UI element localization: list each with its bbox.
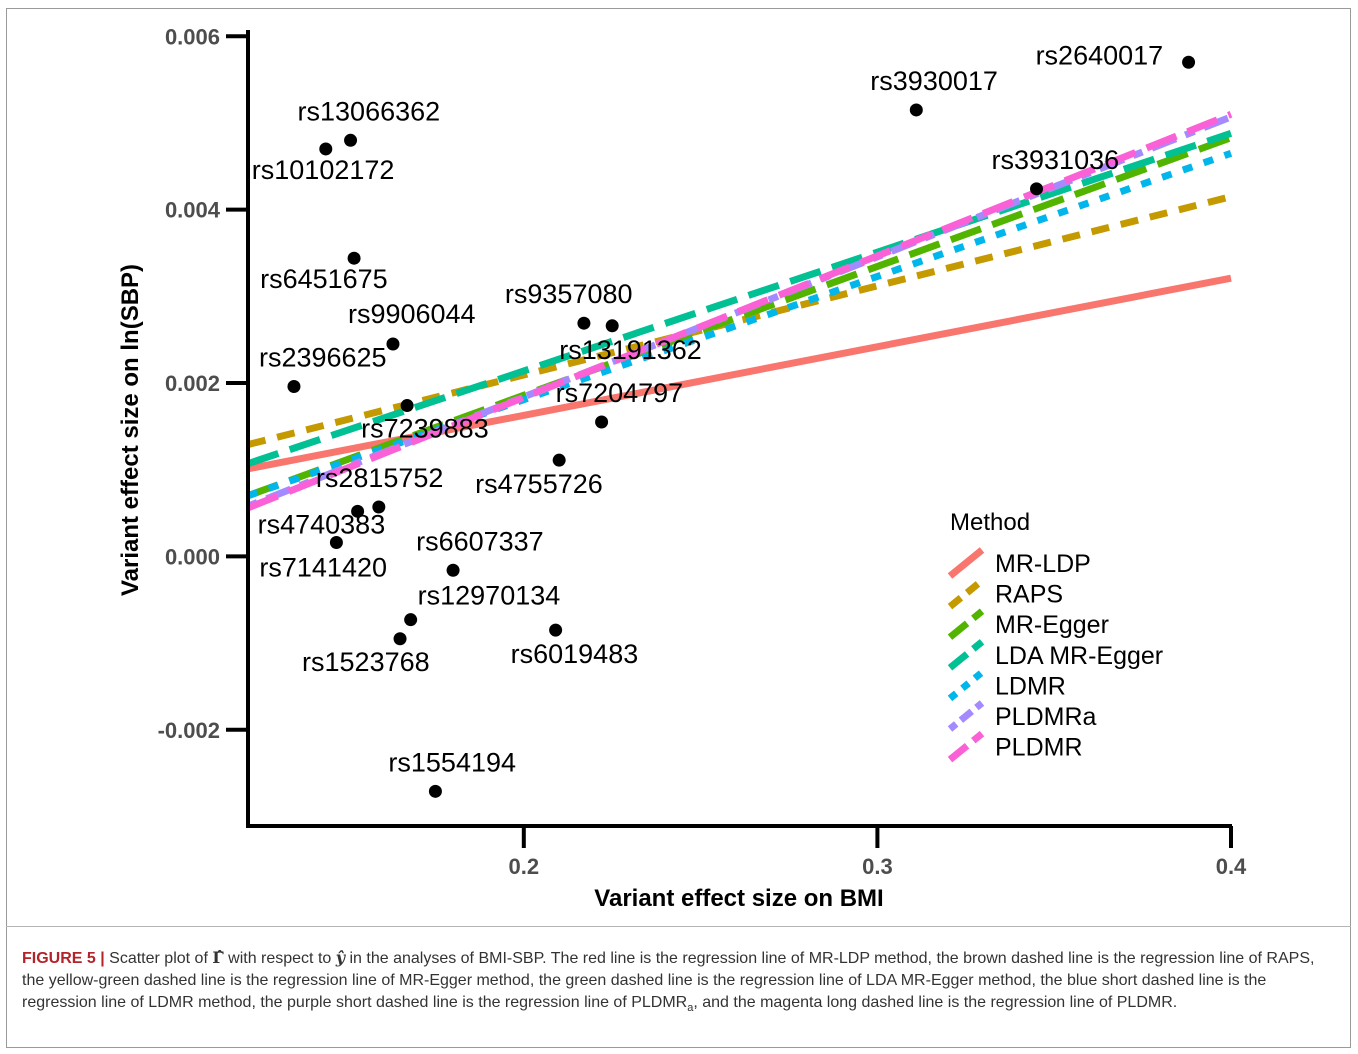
point-label-rs7204797: rs7204797 [556,378,684,408]
caption-text-1: Scatter plot of [104,950,213,967]
x-tick-label: 0.4 [1216,854,1247,879]
regression-line-pldmr [246,111,1233,512]
data-point-rs1523768 [393,632,407,646]
regression-line-raps [247,193,1232,448]
data-point-rs2815752 [372,500,386,514]
data-points: rs13066362 rs10102172 rs6451675 rs9906044 rs… [252,40,1196,798]
x-axis-title: Variant effect size on BMI [594,885,883,912]
point-label-rs7141420: rs7141420 [259,553,387,583]
data-point-rs7239883 [400,399,414,413]
data-point-rs6451675 [347,251,361,265]
legend-key-raps [947,577,985,610]
point-label-rs9357080: rs9357080 [505,279,633,309]
y-tick-label: 0.004 [165,198,221,223]
legend-label-mr-ldp: MR-LDP [995,550,1091,578]
point-label-rs10102172: rs10102172 [252,155,395,185]
caption-subscript: a [687,1002,694,1015]
data-point-rs1554194 [428,784,442,798]
data-point-rs13066362 [344,133,358,147]
legend-key-mr-ldp [947,547,985,579]
scatter-plot: rs13066362 rs10102172 rs6451675 rs9906044 rs… [117,24,1247,912]
y-hat-symbol: ŷ [335,948,346,967]
axes [246,30,1232,828]
legend-key-lda-mr-egger [947,639,985,671]
legend-label-mr-egger: MR-Egger [995,611,1109,639]
legend-title: Method [950,509,1030,536]
data-point-rs6019483 [549,623,563,637]
point-label-rs2815752: rs2815752 [316,463,444,493]
legend-key-ldmr [947,669,985,702]
data-point-rs3931036 [1030,182,1044,196]
legend-key-pldmra [947,700,985,732]
legend-label-pldmr: PLDMR [995,734,1083,762]
caption-text-3: in the analyses of BMI-SBP. The red line… [22,950,1315,1011]
y-axis-title: Variant effect size on ln(SBP) [117,264,144,596]
legend-label-ldmr: LDMR [995,672,1066,700]
point-label-rs3930017: rs3930017 [870,66,998,96]
y-tick-label: 0.002 [165,371,220,396]
y-tick-label: 0.000 [165,544,220,569]
point-label-rs4740383: rs4740383 [258,509,386,539]
point-label-rs2396625: rs2396625 [259,342,387,372]
legend-label-raps: RAPS [995,581,1063,609]
data-point-rs3930017 [909,103,923,117]
point-label-rs12970134: rs12970134 [418,581,561,611]
point-label-rs13191362: rs13191362 [559,335,702,365]
y-tick-label: -0.002 [158,718,220,743]
legend-label-lda-mr-egger: LDA MR-Egger [995,642,1163,670]
data-point-rs2396625 [287,379,301,393]
data-point-rs10102172 [319,142,333,156]
gamma-hat-symbol: Γ̂ [212,948,224,967]
point-label-rs13066362: rs13066362 [298,96,441,126]
point-label-rs9906044: rs9906044 [348,299,476,329]
data-point-rs12970134 [404,613,418,627]
x-ticks: 0.2 0.3 0.4 [509,826,1247,879]
point-label-rs1554194: rs1554194 [388,747,516,777]
data-point-rs4740383 [351,504,365,518]
point-label-rs6607337: rs6607337 [416,526,544,556]
figure-caption: FIGURE 5 | Scatter plot of Γ̂ with respe… [22,947,1332,1019]
regression-lines [246,111,1233,512]
data-point-rs7204797 [595,415,609,429]
caption-text-4: , and the magenta long dashed line is th… [693,994,1178,1011]
regression-line-lda-mr-egger [246,130,1233,467]
legend-key-mr-egger [947,608,985,640]
data-point-rs7141420 [329,536,343,550]
point-label-rs3931036: rs3931036 [992,145,1120,175]
caption-separator [6,926,1351,927]
point-label-rs4755726: rs4755726 [475,469,603,499]
legend-label-pldmra: PLDMRa [995,703,1097,731]
figure-label: FIGURE 5 | [22,950,105,967]
caption-text-2: with respect to [223,950,336,967]
x-tick-label: 0.3 [862,854,893,879]
point-label-rs1523768: rs1523768 [302,647,430,677]
data-point-rs9906044 [386,337,400,351]
regression-line-ldmr [246,149,1233,500]
data-point-rs13191362 [605,319,619,333]
data-point-rs6607337 [446,563,460,577]
point-label-rs7239883: rs7239883 [361,414,489,444]
regression-line-mr-ldp [247,274,1232,473]
legend-key-pldmr [947,730,985,763]
data-point-rs4755726 [552,453,566,467]
point-label-rs6451675: rs6451675 [260,264,388,294]
point-label-rs6019483: rs6019483 [511,639,639,669]
point-label-rs2640017: rs2640017 [1036,40,1164,70]
x-tick-label: 0.2 [509,854,540,879]
figure-frame [6,8,1351,1048]
data-point-rs9357080 [577,316,591,330]
y-tick-label: 0.006 [165,24,220,49]
data-point-rs2640017 [1182,55,1196,69]
y-ticks: -0.002 0.000 0.002 0.004 0.006 [158,24,248,743]
